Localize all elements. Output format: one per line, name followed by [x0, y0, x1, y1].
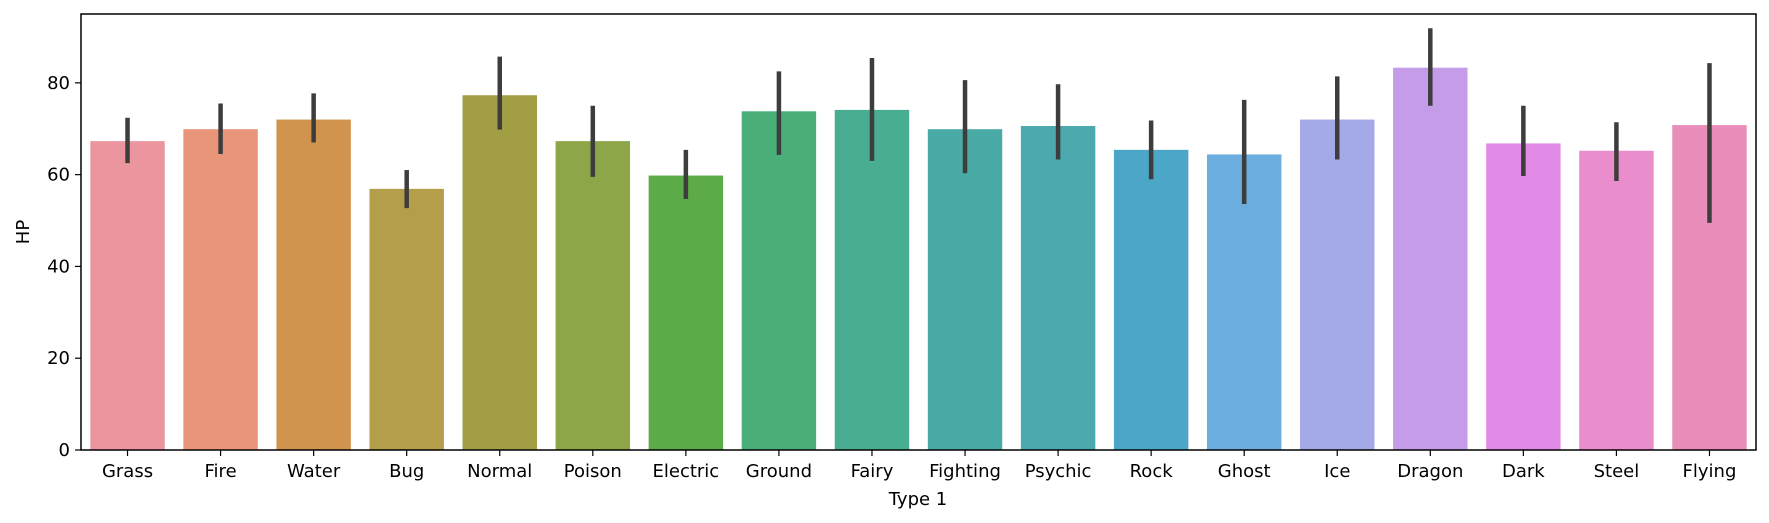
x-tick-label: Flying — [1683, 461, 1737, 482]
bar-water — [276, 119, 351, 450]
y-axis-label: HP — [13, 220, 34, 245]
y-tick-label: 20 — [47, 348, 70, 369]
y-tick-label: 60 — [47, 165, 70, 186]
y-axis: 0 20 40 60 80 — [47, 73, 81, 461]
bar-fighting — [927, 129, 1003, 450]
bar-rock — [1113, 149, 1189, 450]
x-tick-label: Fighting — [929, 461, 1001, 482]
bar-poison — [555, 141, 631, 450]
y-tick-label: 80 — [47, 73, 70, 94]
x-tick-label: Bug — [389, 461, 424, 482]
bar-dark — [1486, 143, 1561, 450]
x-tick-label: Fire — [205, 461, 237, 482]
x-axis: Grass Fire Water Bug Normal Poison Electric Gro… — [102, 450, 1736, 482]
bar-bug — [369, 188, 444, 450]
bars-layer — [90, 67, 1747, 451]
bar-grass — [90, 141, 165, 450]
x-tick-label: Grass — [102, 461, 153, 482]
x-tick-label: Ghost — [1218, 461, 1271, 482]
x-tick-label: Normal — [467, 461, 532, 482]
bar-fire — [183, 129, 258, 450]
y-tick-label: 0 — [59, 440, 70, 461]
x-tick-label: Steel — [1594, 461, 1640, 482]
bar-ground — [741, 111, 817, 450]
x-tick-label: Poison — [564, 461, 622, 482]
bar-dragon — [1393, 67, 1468, 450]
error-bars-layer — [125, 28, 1712, 223]
x-tick-label: Psychic — [1025, 461, 1092, 482]
x-tick-label: Ice — [1324, 461, 1350, 482]
plot-frame — [80, 13, 1757, 451]
x-tick-label: Ground — [746, 461, 812, 482]
x-tick-label: Water — [287, 461, 341, 482]
bar-electric — [648, 175, 724, 450]
x-tick-label: Dark — [1502, 461, 1545, 482]
bar-steel — [1579, 150, 1654, 451]
x-tick-label: Electric — [653, 461, 720, 482]
bar-psychic — [1020, 125, 1096, 450]
y-tick-label: 40 — [47, 256, 70, 277]
x-axis-label: Type 1 — [888, 489, 948, 510]
x-tick-label: Dragon — [1397, 461, 1463, 482]
x-tick-label: Fairy — [851, 461, 894, 482]
x-tick-label: Rock — [1130, 461, 1174, 482]
bar-ice — [1300, 119, 1375, 450]
bar-normal — [462, 95, 537, 451]
bar-fairy — [834, 109, 910, 451]
